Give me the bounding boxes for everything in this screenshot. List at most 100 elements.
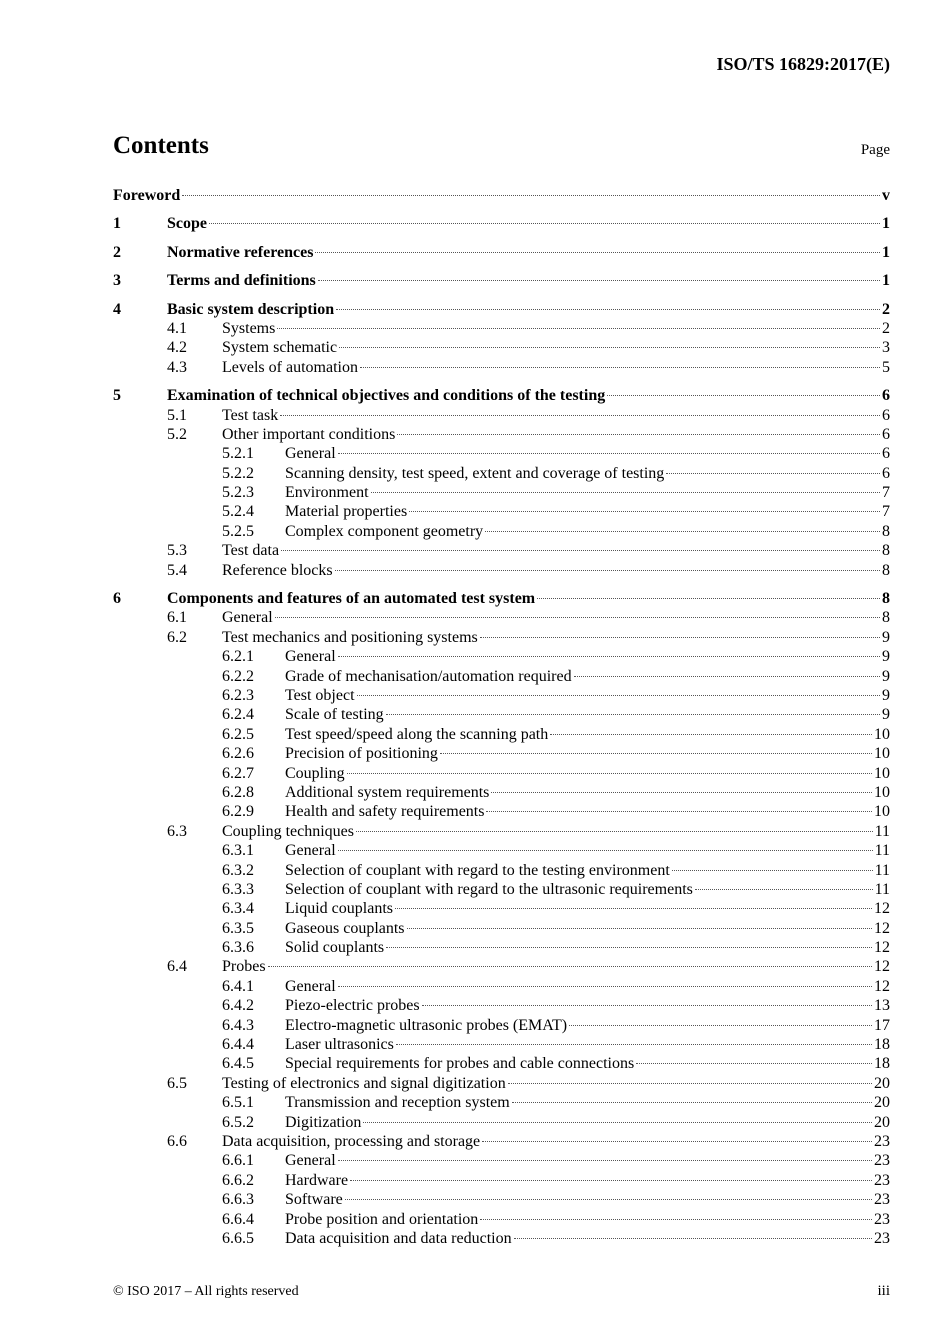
dot-leader — [439, 753, 872, 755]
toc-entry[interactable]: 6.3.4 Liquid couplants 12 — [113, 899, 890, 918]
toc-entry-number: 5.1 — [167, 406, 187, 424]
toc-entry[interactable]: 6.2.2 Grade of mechanisation/automation r… — [113, 667, 890, 686]
toc-entry[interactable]: 5 Examination of technical objectives and… — [113, 386, 890, 405]
toc-entry[interactable]: 6.5 Testing of electronics and signal dig… — [113, 1074, 890, 1093]
toc-entry[interactable]: 6.3 Coupling techniques 11 — [113, 822, 890, 841]
toc-entry-page: 18 — [874, 1036, 890, 1054]
toc-entry[interactable]: 3 Terms and definitions 1 — [113, 271, 890, 290]
toc-entry[interactable]: 6.4.2 Piezo-electric probes 13 — [113, 996, 890, 1015]
toc-entry-title: Foreword — [113, 187, 181, 204]
toc-entry[interactable]: 6.4.3 Electro-magnetic ultrasonic probes … — [113, 1016, 890, 1035]
toc-entry[interactable]: 5.2.4 Material properties 7 — [113, 502, 890, 521]
dot-leader — [337, 656, 880, 658]
toc-entry[interactable]: 6.6.3 Software 23 — [113, 1190, 890, 1209]
toc-entry[interactable]: 6.6.4 Probe position and orientation 23 — [113, 1210, 890, 1229]
toc-entry-title: Health and safety requirements — [285, 803, 485, 821]
toc-entry-title: General — [222, 609, 273, 627]
toc-entry[interactable]: 5.2 Other important conditions 6 — [113, 425, 890, 444]
toc-entry[interactable]: 6.3.6 Solid couplants 12 — [113, 938, 890, 957]
toc-entry-number: 6.3 — [167, 822, 187, 840]
toc-entry-page: 10 — [874, 745, 890, 763]
toc-entry-title: Scanning density, test speed, extent and… — [285, 464, 665, 482]
toc-entry-title: Probe position and orientation — [285, 1210, 479, 1228]
toc-entry[interactable]: 6.4.1 General 12 — [113, 977, 890, 996]
toc-entry-page: 13 — [874, 997, 890, 1015]
toc-entry[interactable]: 6.3.5 Gaseous couplants 12 — [113, 919, 890, 938]
toc-entry-page: 20 — [874, 1113, 890, 1131]
toc-entry-title: System schematic — [222, 339, 338, 357]
toc-entry[interactable]: 6.4 Probes 12 — [113, 957, 890, 976]
toc-entry-number: 6.3.6 — [222, 939, 254, 957]
toc-entry[interactable]: 6.6.5 Data acquisition and data reduction… — [113, 1229, 890, 1248]
toc-entry-number: 6.3.2 — [222, 861, 254, 879]
toc-entry-page: 12 — [874, 958, 890, 976]
toc-entry[interactable]: 6.3.3 Selection of couplant with regard t… — [113, 880, 890, 899]
toc-entry-number: 6.2.8 — [222, 783, 254, 801]
toc-entry[interactable]: 6.2.9 Health and safety requirements 10 — [113, 802, 890, 821]
toc-entry-page: 8 — [882, 561, 890, 579]
toc-entry-page: 1 — [882, 215, 890, 233]
toc-entry-title: Components and features of an automated … — [167, 590, 536, 608]
toc-entry[interactable]: 6.2.3 Test object 9 — [113, 686, 890, 705]
toc-entry[interactable]: 6.6.1 General 23 — [113, 1151, 890, 1170]
toc-entry-number: 6.6.1 — [222, 1152, 254, 1170]
toc-entry[interactable]: 6.4.5 Special requirements for probes and… — [113, 1054, 890, 1073]
toc-entry[interactable]: 6.4.4 Laser ultrasonics 18 — [113, 1035, 890, 1054]
toc-entry[interactable]: 5.2.1 General 6 — [113, 444, 890, 463]
toc-entry[interactable]: 6.6 Data acquisition, processing and stor… — [113, 1132, 890, 1151]
toc-entry-title: Piezo-electric probes — [285, 997, 420, 1015]
toc-entry[interactable]: 6.2.4 Scale of testing 9 — [113, 705, 890, 724]
toc-entry[interactable]: 6.2.7 Coupling 10 — [113, 764, 890, 783]
toc-entry-page: 18 — [874, 1055, 890, 1073]
toc-entry-title: Liquid couplants — [285, 900, 393, 918]
dot-leader — [511, 1102, 872, 1104]
toc-entry-number: 4.3 — [167, 358, 187, 376]
toc-entry[interactable]: 5.2.3 Environment 7 — [113, 483, 890, 502]
toc-entry-page: 23 — [874, 1191, 890, 1209]
toc-entry[interactable]: 6.1 General 8 — [113, 608, 890, 627]
toc-entry[interactable]: 6.2.6 Precision of positioning 10 — [113, 744, 890, 763]
toc-entry-page: 17 — [874, 1016, 890, 1034]
toc-entry-page: 23 — [874, 1132, 890, 1150]
toc-entry[interactable]: 6.3.2 Selection of couplant with regard t… — [113, 861, 890, 880]
toc-entry-title: General — [285, 648, 336, 666]
toc-entry[interactable]: 5.3 Test data 8 — [113, 541, 890, 560]
toc-entry-number: 5.2.1 — [222, 445, 254, 463]
toc-entry[interactable]: 1 Scope 1 — [113, 214, 890, 233]
dot-leader — [315, 251, 880, 253]
toc-entry-number: 2 — [113, 243, 121, 261]
toc-entry-number: 6.1 — [167, 609, 187, 627]
toc-entry[interactable]: Foreword v — [113, 186, 890, 205]
dot-leader — [486, 811, 872, 813]
page-number: iii — [877, 1283, 890, 1299]
toc-entry[interactable]: 5.2.2 Scanning density, test speed, exten… — [113, 464, 890, 483]
toc-entry[interactable]: 6 Components and features of an automated… — [113, 589, 890, 608]
toc-entry[interactable]: 4.2 System schematic 3 — [113, 338, 890, 357]
toc-entry[interactable]: 6.2.1 General 9 — [113, 647, 890, 666]
dot-leader — [363, 1121, 872, 1123]
toc-entry-title: Terms and definitions — [167, 272, 316, 290]
toc-entry[interactable]: 6.5.2 Digitization 20 — [113, 1113, 890, 1132]
dot-leader — [507, 1082, 872, 1084]
toc-entry[interactable]: 6.2.8 Additional system requirements 10 — [113, 783, 890, 802]
toc-entry[interactable]: 4.1 Systems 2 — [113, 319, 890, 338]
toc-entry-number: 6.3.3 — [222, 880, 254, 898]
toc-entry[interactable]: 5.4 Reference blocks 8 — [113, 561, 890, 580]
toc-entry[interactable]: 6.5.1 Transmission and reception system 20 — [113, 1093, 890, 1112]
toc-entry[interactable]: 6.2.5 Test speed/speed along the scanning… — [113, 725, 890, 744]
toc-entry[interactable]: 5.2.5 Complex component geometry 8 — [113, 522, 890, 541]
dot-leader — [482, 1140, 872, 1142]
dot-leader — [280, 414, 880, 416]
toc-entry[interactable]: 6.3.1 General 11 — [113, 841, 890, 860]
toc-entry[interactable]: 6.6.2 Hardware 23 — [113, 1171, 890, 1190]
dot-leader — [666, 472, 880, 474]
toc-entry[interactable]: 2 Normative references 1 — [113, 243, 890, 262]
page-column-label: Page — [860, 142, 890, 158]
toc-entry[interactable]: 5.1 Test task 6 — [113, 406, 890, 425]
dot-leader — [334, 569, 880, 571]
toc-entry[interactable]: 4 Basic system description 2 — [113, 300, 890, 319]
toc-entry[interactable]: 6.2 Test mechanics and positioning system… — [113, 628, 890, 647]
toc-entry-title: Test data — [222, 542, 280, 560]
toc-entry-title: Reference blocks — [222, 561, 333, 579]
toc-entry[interactable]: 4.3 Levels of automation 5 — [113, 358, 890, 377]
